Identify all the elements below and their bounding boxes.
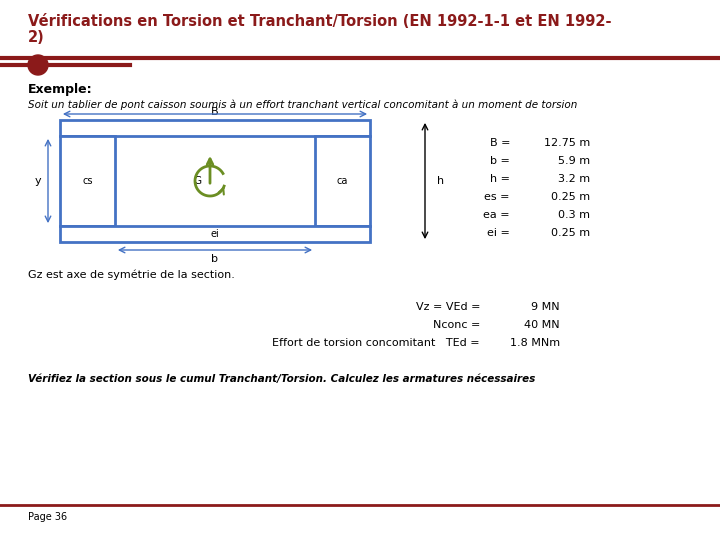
Text: es =: es = (485, 192, 510, 202)
Text: 9 MN: 9 MN (531, 302, 560, 312)
Text: 0.25 m: 0.25 m (551, 192, 590, 202)
Text: Soit un tablier de pont caisson soumis à un effort tranchant vertical concomitan: Soit un tablier de pont caisson soumis à… (28, 100, 577, 111)
Text: 12.75 m: 12.75 m (544, 138, 590, 148)
Text: ei: ei (211, 229, 220, 239)
Bar (60, 136, 115, 226)
Text: Vérifications en Torsion et Tranchant/Torsion (EN 1992-1-1 et EN 1992-: Vérifications en Torsion et Tranchant/To… (28, 14, 611, 29)
Text: h =: h = (490, 174, 510, 184)
Text: B =: B = (490, 138, 510, 148)
Text: Exemple:: Exemple: (28, 83, 93, 96)
Text: B: B (211, 107, 219, 117)
Text: 2): 2) (28, 30, 45, 45)
Text: Effort de torsion concomitant   TEd =: Effort de torsion concomitant TEd = (272, 338, 480, 348)
Text: Vz = VEd =: Vz = VEd = (415, 302, 480, 312)
Text: h: h (437, 176, 444, 186)
Text: ca: ca (337, 176, 348, 186)
Bar (60, 226, 370, 242)
Text: 3.2 m: 3.2 m (558, 174, 590, 184)
Text: ei =: ei = (487, 228, 510, 238)
Text: b =: b = (490, 156, 510, 166)
Text: 0.25 m: 0.25 m (551, 228, 590, 238)
Text: b: b (212, 254, 218, 264)
Text: Vérifiez la section sous le cumul Tranchant/Torsion. Calculez les armatures néce: Vérifiez la section sous le cumul Tranch… (28, 374, 535, 384)
Circle shape (28, 55, 48, 75)
Text: Nconc =: Nconc = (433, 320, 480, 330)
Text: 5.9 m: 5.9 m (558, 156, 590, 166)
Text: y: y (35, 176, 41, 186)
Text: 40 MN: 40 MN (524, 320, 560, 330)
Text: 1.8 MNm: 1.8 MNm (510, 338, 560, 348)
Bar (60, 120, 370, 136)
Text: G: G (193, 176, 201, 186)
Text: Gz est axe de symétrie de la section.: Gz est axe de symétrie de la section. (28, 270, 235, 280)
Text: 0.3 m: 0.3 m (558, 210, 590, 220)
Text: Page 36: Page 36 (28, 512, 67, 522)
Text: cs: cs (82, 176, 93, 186)
Bar (315, 136, 370, 226)
Text: ea =: ea = (483, 210, 510, 220)
